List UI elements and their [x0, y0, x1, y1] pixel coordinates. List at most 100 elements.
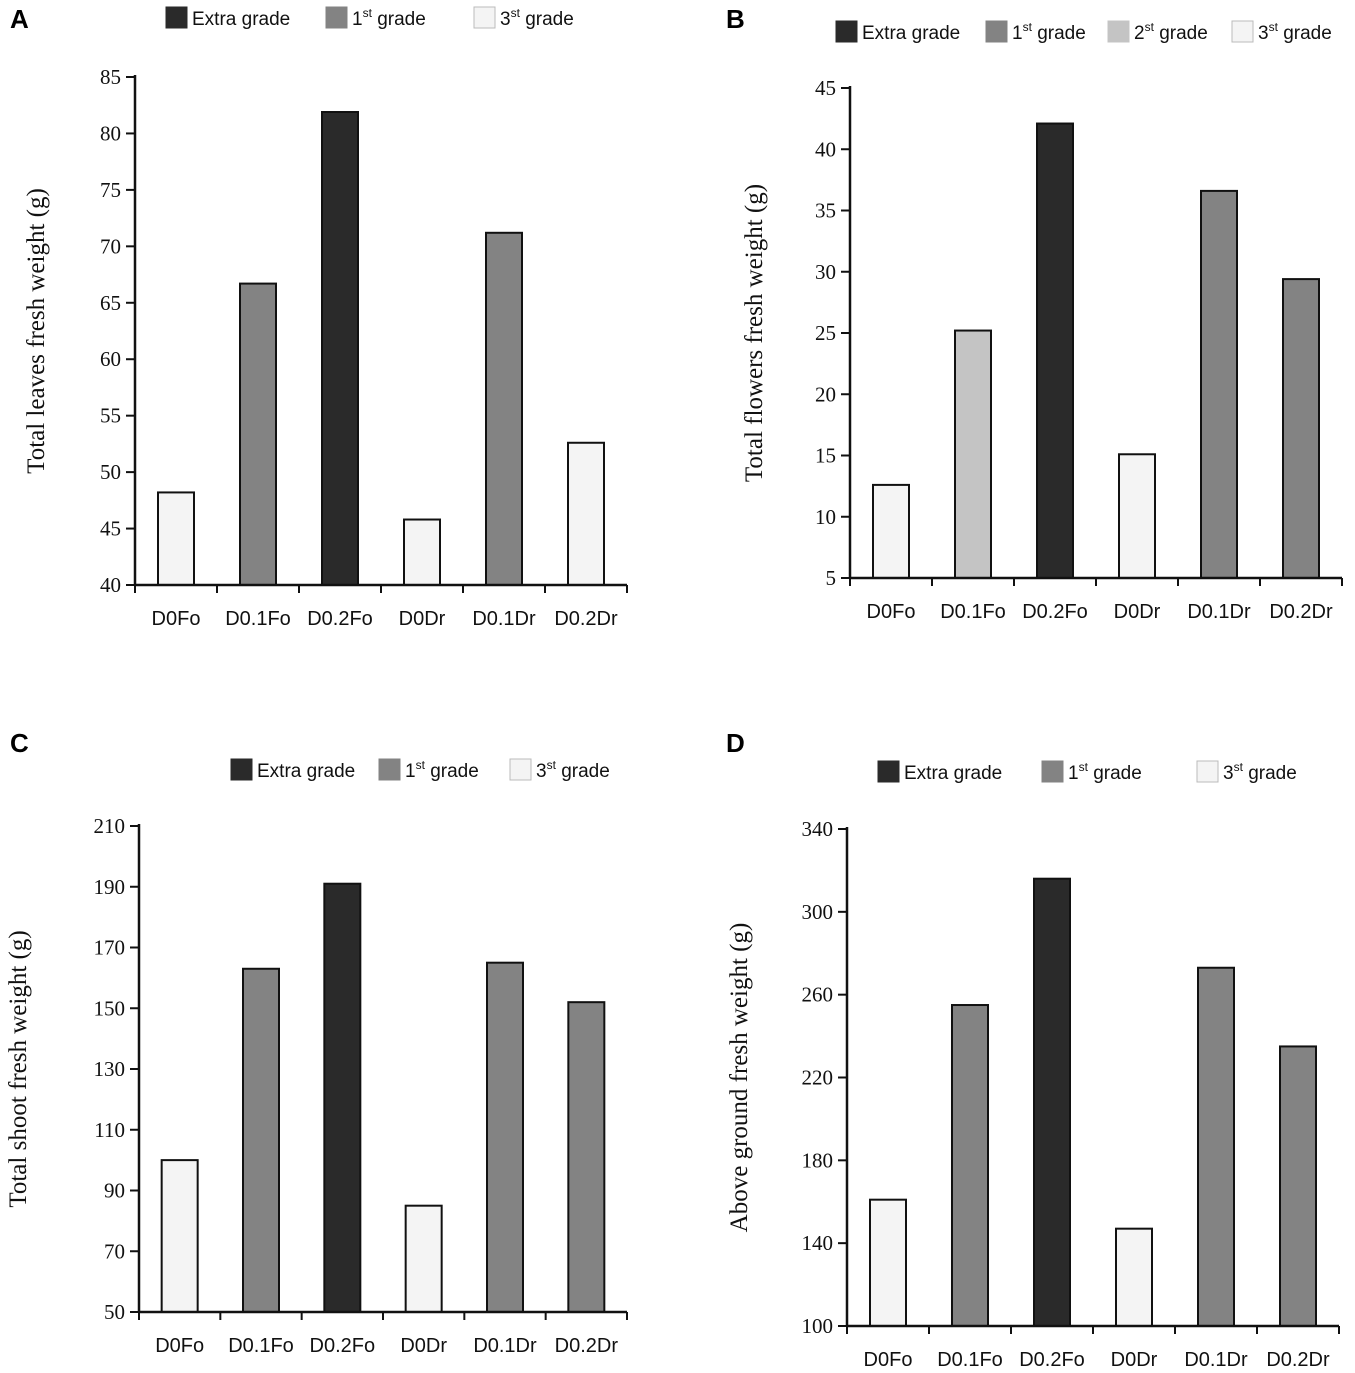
bar-d0dr	[404, 1204, 443, 1313]
x-tick-label: D0.1Dr	[1187, 601, 1251, 623]
x-tick-label: D0Dr	[1111, 1349, 1158, 1371]
x-tick-label: D0Fo	[152, 608, 201, 630]
bar-d0-2fo	[323, 882, 362, 1314]
y-tick-label: 210	[94, 814, 126, 838]
legend: Extra grade 1st grade 3st grade	[230, 758, 610, 782]
y-tick-label: 45	[815, 76, 836, 100]
panel-letter: C	[10, 728, 29, 758]
legend: Extra grade 1st grade 3st grade	[165, 6, 574, 30]
y-tick-label: 55	[100, 404, 121, 428]
y-tick-label: 5	[826, 566, 837, 590]
x-tick-label: D0.1Dr	[473, 1335, 537, 1357]
legend-swatch	[509, 758, 532, 781]
y-axis-label: Total flowers fresh weight (g)	[741, 184, 768, 482]
y-tick-label: 50	[104, 1300, 125, 1324]
bar-d0fo	[872, 483, 910, 579]
y-tick-label: 45	[100, 517, 121, 541]
y-tick-label: 75	[100, 178, 121, 202]
bar-d0-1fo	[954, 329, 992, 579]
x-tick-label: D0.2Fo	[310, 1335, 376, 1357]
legend-swatch	[378, 758, 401, 781]
legend-label: Extra grade	[192, 9, 290, 30]
bar-d0-2fo	[321, 110, 359, 587]
legend-label: Extra grade	[904, 763, 1002, 784]
y-tick-label: 170	[94, 936, 126, 960]
bar-d0-1dr	[1197, 966, 1235, 1328]
y-tick-label: 40	[815, 137, 836, 161]
bar-d0-1fo	[951, 1004, 989, 1327]
legend-swatch	[473, 6, 496, 29]
bar-d0dr	[1115, 1227, 1153, 1327]
panel-letter: B	[726, 4, 745, 34]
bar-d0-1dr	[486, 961, 524, 1313]
legend-label: 1st grade	[1068, 760, 1142, 784]
bar-d0-2dr	[1279, 1045, 1317, 1327]
bar-d0-2dr	[1282, 278, 1320, 579]
y-tick-label: 300	[802, 900, 834, 924]
x-tick-label: D0Dr	[1114, 601, 1161, 623]
legend-swatch	[1107, 20, 1130, 43]
y-tick-label: 20	[815, 382, 836, 406]
legend-swatch	[325, 6, 348, 29]
bar-d0fo	[157, 491, 195, 587]
legend-label: 3st grade	[536, 758, 610, 782]
panel-letter: A	[10, 4, 29, 34]
legend-label: 2st grade	[1134, 20, 1208, 44]
legend-label: Extra grade	[257, 761, 355, 782]
y-tick-label: 65	[100, 291, 121, 315]
bar-d0fo	[160, 1159, 199, 1313]
bar-d0-2dr	[567, 1001, 606, 1313]
legend-swatch	[165, 6, 188, 29]
y-tick-label: 70	[100, 234, 121, 258]
x-tick-label: D0.1Fo	[940, 601, 1006, 623]
y-tick-label: 35	[815, 199, 836, 223]
x-tick-label: D0.1Dr	[1184, 1349, 1248, 1371]
legend-swatch	[1196, 760, 1219, 783]
y-axis-label: Total shoot fresh weight (g)	[5, 930, 32, 1207]
bar-d0dr	[1118, 453, 1156, 579]
x-tick-label: D0Dr	[400, 1335, 447, 1357]
legend-label: 1st grade	[405, 758, 479, 782]
legend-swatch	[1231, 20, 1254, 43]
legend-label: 1st grade	[352, 6, 426, 30]
chart-panel-a: A Extra grade 1st grade 3st grade 40 45 50 55 60…	[10, 4, 628, 630]
y-tick-label: 90	[104, 1179, 125, 1203]
y-tick-label: 260	[802, 983, 834, 1007]
legend-swatch	[985, 20, 1008, 43]
y-tick-label: 15	[815, 444, 836, 468]
bar-d0-2fo	[1036, 122, 1074, 580]
y-tick-label: 80	[100, 121, 121, 145]
y-tick-label: 220	[802, 1066, 834, 1090]
bar-d0-1fo	[239, 282, 277, 586]
legend: Extra grade 1st grade 3st grade	[877, 760, 1297, 784]
legend-label: 3st grade	[1223, 760, 1297, 784]
x-tick-label: D0Fo	[155, 1335, 204, 1357]
bar-d0dr	[403, 518, 441, 586]
y-tick-label: 60	[100, 347, 121, 371]
bar-d0-1fo	[242, 967, 280, 1313]
y-tick-label: 340	[802, 817, 834, 841]
y-tick-label: 25	[815, 321, 836, 345]
legend-label: 1st grade	[1012, 20, 1086, 44]
x-tick-label: D0.2Dr	[555, 1335, 619, 1357]
chart-panel-c: C Extra grade 1st grade 3st grade 50 70 90 110 1…	[5, 728, 628, 1357]
legend-swatch	[877, 760, 900, 783]
y-tick-label: 150	[94, 996, 126, 1020]
chart-panel-d: D Extra grade 1st grade 3st grade 100 140 180 2…	[726, 728, 1340, 1371]
bar-d0fo	[869, 1198, 907, 1328]
legend-label: 3st grade	[1258, 20, 1332, 44]
x-tick-label: D0.2Fo	[1019, 1349, 1085, 1371]
legend-swatch	[230, 758, 253, 781]
x-tick-label: D0Dr	[399, 608, 446, 630]
y-tick-label: 130	[94, 1057, 126, 1081]
y-axis-label: Total leaves fresh weight (g)	[23, 188, 50, 474]
y-tick-label: 40	[100, 573, 121, 597]
y-tick-label: 70	[104, 1239, 125, 1263]
x-tick-label: D0.1Fo	[228, 1335, 294, 1357]
x-tick-label: D0.2Dr	[1269, 601, 1333, 623]
x-tick-label: D0.1Fo	[225, 608, 291, 630]
y-tick-label: 85	[100, 65, 121, 89]
legend: Extra grade 1st grade 2st grade 3st grade	[835, 20, 1332, 44]
y-tick-label: 180	[802, 1148, 834, 1172]
